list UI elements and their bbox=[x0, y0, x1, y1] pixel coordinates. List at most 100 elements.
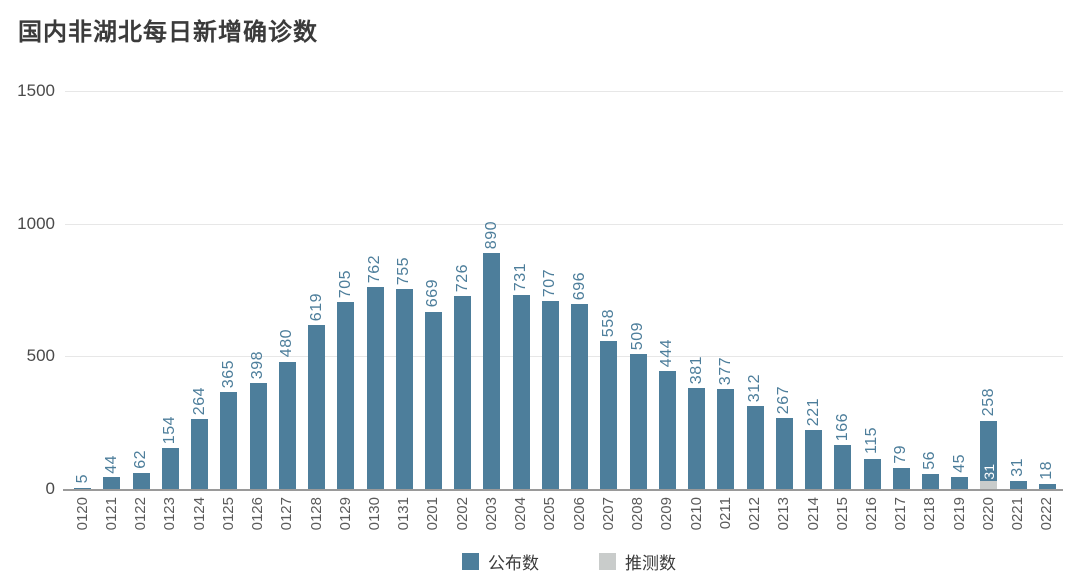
bar-announced-0204 bbox=[512, 295, 530, 489]
x-axis-tick-label-0212: 0212 bbox=[746, 497, 763, 531]
x-axis-tick-label-0208: 0208 bbox=[629, 497, 647, 531]
bar-value-label-0209: 444 bbox=[658, 339, 676, 368]
bar-announced-0202 bbox=[454, 296, 472, 489]
legend-label-announced: 公布数 bbox=[488, 554, 539, 573]
bar-announced-0120 bbox=[74, 487, 92, 489]
legend-swatch-estimated-icon bbox=[599, 553, 616, 570]
x-axis-tick-label-0221: 0221 bbox=[1009, 497, 1027, 531]
bar-value-label-0212: 312 bbox=[746, 374, 763, 403]
x-axis-tick-label-0206: 0206 bbox=[570, 497, 588, 531]
bar-value-label-0125: 365 bbox=[219, 360, 237, 389]
legend-item-announced: 公布数 bbox=[462, 549, 539, 574]
bar-value-label-0219: 45 bbox=[950, 454, 968, 474]
bar-segment-label-0220: 31 bbox=[980, 464, 997, 480]
x-axis-tick-label-0121: 0121 bbox=[102, 497, 120, 531]
bar-announced-0219 bbox=[951, 477, 969, 489]
bar-announced-0205 bbox=[541, 301, 559, 489]
legend: 公布数 推测数 bbox=[0, 549, 1080, 574]
bar-announced-0203 bbox=[483, 252, 501, 489]
bar-announced-0122 bbox=[132, 472, 150, 489]
bar-value-label-0203: 890 bbox=[482, 220, 500, 249]
y-axis-tick-label: 1000 bbox=[17, 213, 55, 233]
bar-announced-0128 bbox=[308, 324, 325, 489]
bar-value-label-0127: 480 bbox=[278, 329, 296, 358]
bar-value-label-0124: 264 bbox=[190, 386, 208, 415]
bar-value-label-0126: 398 bbox=[249, 351, 266, 380]
bar-announced-0210 bbox=[688, 387, 706, 489]
x-axis-tick-label-0202: 0202 bbox=[453, 497, 471, 531]
legend-swatch-announced-icon bbox=[462, 553, 479, 570]
bar-value-label-0202: 726 bbox=[453, 264, 471, 293]
bar-value-label-0206: 696 bbox=[570, 272, 588, 301]
x-axis-tick-label-0215: 0215 bbox=[833, 497, 851, 531]
bar-value-label-0208: 509 bbox=[629, 321, 647, 350]
bar-value-label-0213: 267 bbox=[775, 386, 793, 415]
chart-title: 国内非湖北每日新增确诊数 bbox=[18, 19, 318, 46]
bar-value-label-0122: 62 bbox=[132, 449, 150, 469]
x-axis-tick-label-0211: 0211 bbox=[716, 497, 734, 530]
bar-announced-0201 bbox=[424, 311, 442, 489]
bar-announced-0130 bbox=[366, 286, 384, 489]
bar-value-label-0128: 619 bbox=[307, 292, 325, 321]
y-axis-tick-label: 500 bbox=[26, 346, 55, 366]
bar-value-label-0220: 258 bbox=[979, 388, 997, 417]
bar-value-label-0131: 755 bbox=[395, 256, 413, 285]
x-axis-tick-label-0127: 0127 bbox=[278, 497, 296, 531]
x-axis-tick-label-0214: 0214 bbox=[804, 497, 822, 531]
x-axis-line bbox=[63, 489, 1063, 491]
bar-announced-0206 bbox=[571, 304, 589, 489]
bar-announced-0214 bbox=[805, 430, 822, 489]
bar-announced-0121 bbox=[103, 477, 121, 489]
bar-announced-0211 bbox=[717, 389, 735, 489]
x-axis-tick-label-0203: 0203 bbox=[482, 497, 500, 531]
bar-announced-0123 bbox=[161, 448, 179, 489]
x-axis-tick-label-0130: 0130 bbox=[366, 497, 383, 531]
x-axis-tick-label-0213: 0213 bbox=[775, 497, 793, 531]
x-axis-tick-label-0123: 0123 bbox=[161, 497, 179, 531]
bar-value-label-0207: 558 bbox=[599, 308, 617, 337]
y-axis-tick-label: 1500 bbox=[17, 81, 55, 100]
gridline-1500 bbox=[65, 91, 1063, 92]
x-axis-tick-label-0124: 0124 bbox=[190, 497, 208, 531]
bar-value-label-0222: 18 bbox=[1038, 461, 1056, 481]
bar-announced-0124 bbox=[191, 419, 209, 489]
x-axis-tick-label-0217: 0217 bbox=[892, 497, 910, 531]
gridline-500 bbox=[65, 356, 1063, 358]
x-axis-tick-label-0129: 0129 bbox=[336, 497, 354, 531]
bar-value-label-0221: 31 bbox=[1009, 458, 1027, 477]
bar-value-label-0214: 221 bbox=[804, 398, 822, 427]
bar-value-label-0216: 115 bbox=[863, 427, 880, 455]
bar-announced-0125 bbox=[220, 392, 238, 489]
bar-value-label-0120: 5 bbox=[73, 474, 91, 484]
legend-item-estimated: 推测数 bbox=[599, 549, 676, 574]
bar-announced-0126 bbox=[249, 383, 267, 489]
bar-announced-0129 bbox=[337, 301, 355, 489]
x-axis-tick-label-0131: 0131 bbox=[395, 497, 413, 531]
bar-announced-0213 bbox=[775, 418, 793, 489]
bar-value-label-0205: 707 bbox=[541, 269, 559, 298]
bar-value-label-0130: 762 bbox=[366, 254, 383, 283]
x-axis-tick-label-0201: 0201 bbox=[424, 497, 442, 531]
bar-value-label-0218: 56 bbox=[921, 451, 939, 471]
x-axis-tick-label-0126: 0126 bbox=[249, 497, 266, 531]
bar-value-label-0129: 705 bbox=[336, 269, 354, 298]
bar-value-label-0215: 166 bbox=[833, 412, 851, 441]
bar-announced-0212 bbox=[746, 406, 764, 489]
x-axis-tick-label-0205: 0205 bbox=[541, 497, 559, 531]
bar-announced-0209 bbox=[658, 371, 676, 489]
bar-value-label-0204: 731 bbox=[512, 262, 530, 291]
x-axis-tick-label-0122: 0122 bbox=[132, 497, 150, 531]
x-axis-tick-label-0218: 0218 bbox=[921, 497, 939, 531]
x-axis-tick-label-0216: 0216 bbox=[863, 497, 880, 531]
x-axis-tick-label-0207: 0207 bbox=[599, 497, 617, 531]
y-axis-tick-label: 0 bbox=[45, 479, 55, 498]
x-axis-tick-label-0209: 0209 bbox=[658, 497, 676, 531]
bar-announced-0221 bbox=[1009, 480, 1027, 489]
x-axis-tick-label-0210: 0210 bbox=[687, 497, 705, 531]
x-axis-tick-label-0128: 0128 bbox=[307, 497, 325, 531]
bar-estimated-0220 bbox=[980, 480, 998, 489]
x-axis-tick-label-0125: 0125 bbox=[219, 497, 237, 531]
bar-announced-0131 bbox=[395, 288, 413, 489]
